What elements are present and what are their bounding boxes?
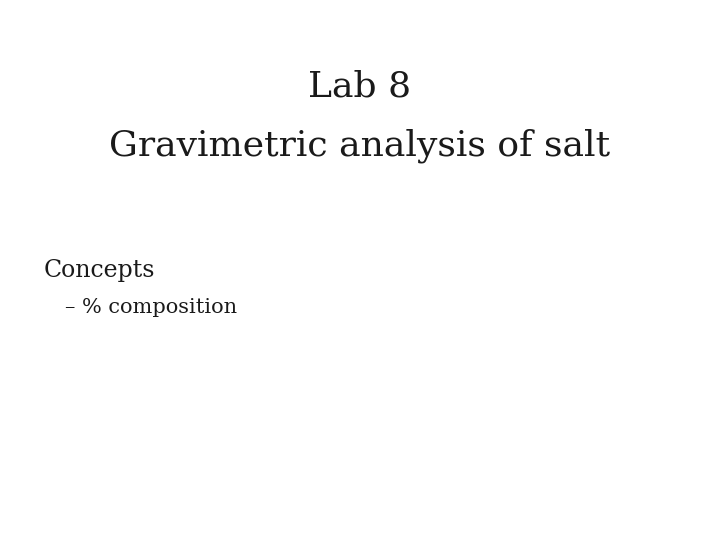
- Text: Gravimetric analysis of salt: Gravimetric analysis of salt: [109, 129, 611, 163]
- Text: Concepts: Concepts: [43, 259, 155, 281]
- Text: Lab 8: Lab 8: [308, 70, 412, 103]
- Text: – % composition: – % composition: [65, 298, 237, 318]
